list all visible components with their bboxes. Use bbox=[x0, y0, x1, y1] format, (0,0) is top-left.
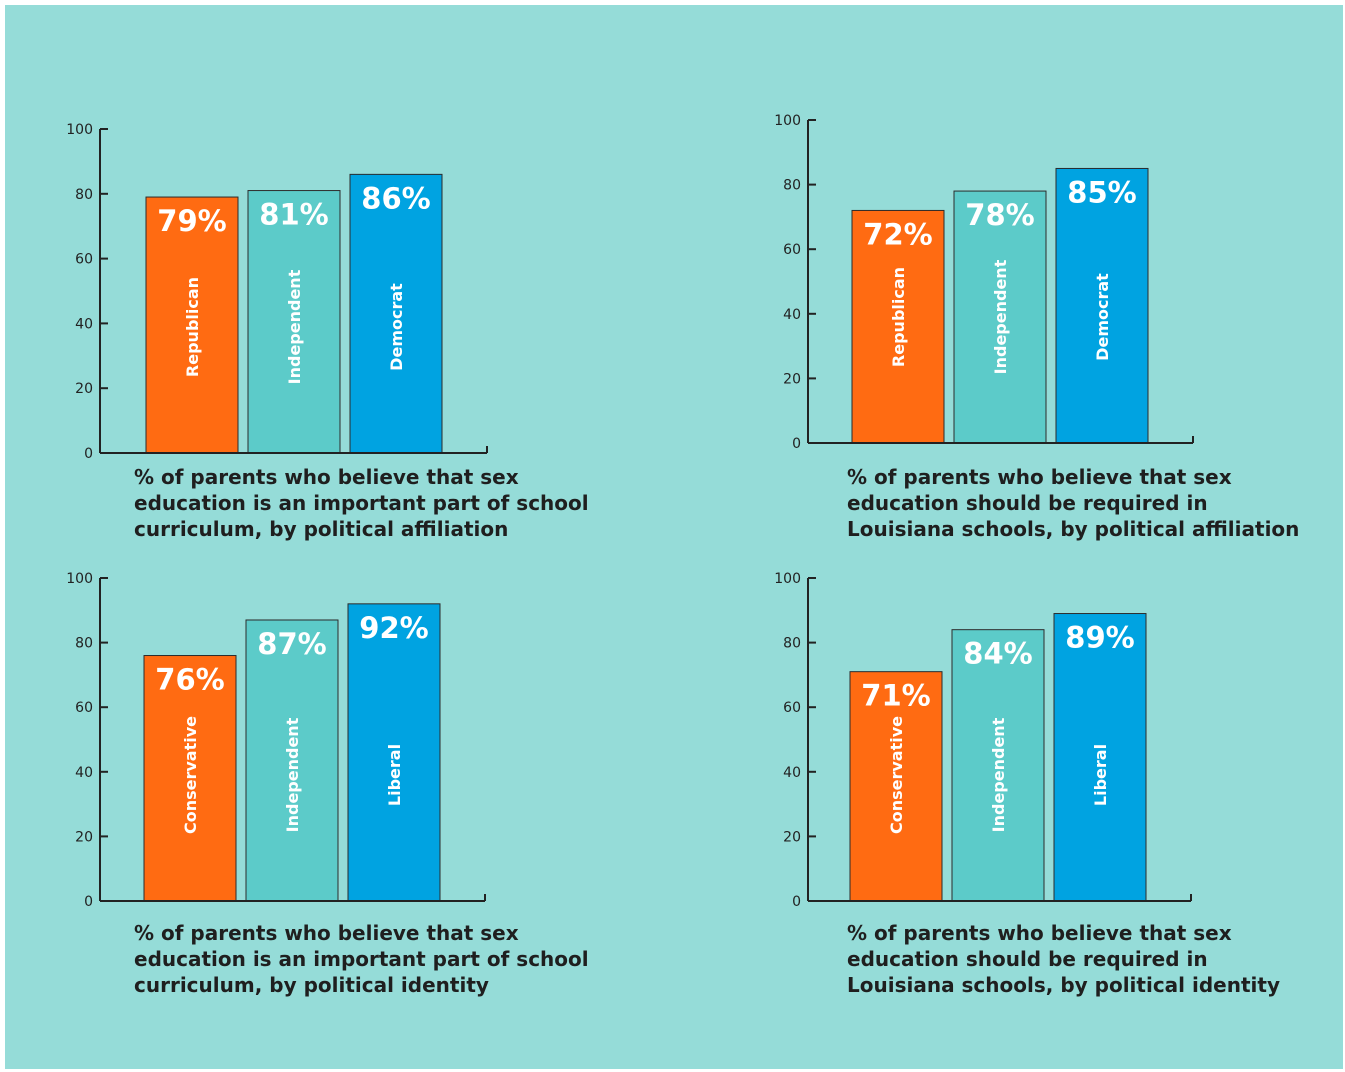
chart-1-y-tick-label-20: 20 bbox=[75, 381, 93, 397]
chart-1-y-tick-label-60: 60 bbox=[75, 252, 93, 268]
chart-4-caption: % of parents who believe that sex educat… bbox=[847, 921, 1280, 997]
chart-2-bar-2-category-label: Independent bbox=[991, 259, 1010, 374]
chart-3-bar-2 bbox=[245, 619, 339, 902]
chart-4-bar-2 bbox=[951, 629, 1045, 902]
chart-1-bar-3 bbox=[349, 173, 443, 454]
chart-1-bar-2-category-label: Independent bbox=[285, 269, 304, 384]
chart-2-y-tick-label-60: 60 bbox=[783, 242, 801, 258]
chart-2-bar-1-value-label: 72% bbox=[863, 217, 932, 251]
chart-3-bar-2-category-label: Independent bbox=[283, 717, 302, 832]
chart-3-caption: % of parents who believe that sex educat… bbox=[134, 921, 589, 997]
chart-1-bar-1-category-label: Republican bbox=[183, 277, 202, 377]
chart-3-y-tick-label-60: 60 bbox=[75, 700, 93, 716]
chart-4-bar-1-value-label: 71% bbox=[861, 679, 930, 713]
chart-2-y-tick-label-20: 20 bbox=[783, 371, 801, 387]
chart-4-y-tick-label-0: 0 bbox=[792, 894, 801, 910]
chart-1-bar-3-category-label: Democrat bbox=[387, 283, 406, 371]
chart-1-y-tick-label-0: 0 bbox=[84, 446, 93, 462]
chart-2-bar-1-category-label: Republican bbox=[889, 267, 908, 367]
chart-2-y-tick-label-40: 40 bbox=[783, 307, 801, 323]
chart-2-bar-3 bbox=[1055, 167, 1149, 444]
chart-2-y-tick-label-0: 0 bbox=[792, 436, 801, 452]
chart-3-bar-2-value-label: 87% bbox=[257, 627, 326, 661]
chart-4-bar-3 bbox=[1053, 613, 1147, 902]
chart-2-bar-2-value-label: 78% bbox=[965, 198, 1034, 232]
chart-3-y-tick-label-0: 0 bbox=[84, 894, 93, 910]
chart-1-bar-1 bbox=[145, 196, 239, 454]
chart-4-y-tick-label-60: 60 bbox=[783, 700, 801, 716]
chart-3-bar-3-category-label: Liberal bbox=[385, 744, 404, 806]
chart-3-y-tick-label-80: 80 bbox=[75, 636, 93, 652]
chart-4-bar-1-category-label: Conservative bbox=[887, 716, 906, 834]
chart-4-y-tick-label-100: 100 bbox=[774, 571, 801, 587]
chart-2-caption: % of parents who believe that sex educat… bbox=[847, 465, 1300, 541]
chart-4-bar-1 bbox=[849, 671, 943, 902]
chart-4-y-tick-label-80: 80 bbox=[783, 636, 801, 652]
chart-3-bar-1-value-label: 76% bbox=[155, 663, 224, 697]
chart-panel: 79% Republican 81% Independent 86% Democrat 0 2… bbox=[5, 5, 1343, 1069]
chart-4-bar-2-category-label: Independent bbox=[989, 717, 1008, 832]
chart-2-y-tick-label-80: 80 bbox=[783, 178, 801, 194]
chart-2-bar-3-category-label: Democrat bbox=[1093, 273, 1112, 361]
chart-3-y-tick-label-40: 40 bbox=[75, 765, 93, 781]
chart-1-bar-3-value-label: 86% bbox=[361, 181, 430, 215]
chart-1-caption: % of parents who believe that sex educat… bbox=[134, 465, 589, 541]
chart-4-bar-3-value-label: 89% bbox=[1065, 621, 1134, 655]
chart-4-bar-2-value-label: 84% bbox=[963, 637, 1032, 671]
chart-4-y-tick-label-40: 40 bbox=[783, 765, 801, 781]
chart-2-bar-1 bbox=[851, 209, 945, 444]
charts-canvas: 79% Republican 81% Independent 86% Democrat 0 2… bbox=[66, 113, 1194, 910]
chart-3-bar-3-value-label: 92% bbox=[359, 611, 428, 645]
chart-1-y-tick-label-100: 100 bbox=[66, 122, 93, 138]
chart-1-bar-2-value-label: 81% bbox=[259, 198, 328, 232]
chart-1-bar-1-value-label: 79% bbox=[157, 204, 226, 238]
chart-1-y-tick-label-40: 40 bbox=[75, 316, 93, 332]
chart-2-bar-2 bbox=[953, 190, 1047, 444]
chart-3-bar-1 bbox=[143, 655, 237, 902]
chart-3-bar-1-category-label: Conservative bbox=[181, 716, 200, 834]
chart-3-y-tick-label-20: 20 bbox=[75, 829, 93, 845]
chart-2-y-tick-label-100: 100 bbox=[774, 113, 801, 129]
chart-4-y-tick-label-20: 20 bbox=[783, 829, 801, 845]
chart-1-bar-2 bbox=[247, 190, 341, 454]
chart-1-y-tick-label-80: 80 bbox=[75, 187, 93, 203]
chart-4-bar-3-category-label: Liberal bbox=[1091, 744, 1110, 806]
chart-2-bar-3-value-label: 85% bbox=[1067, 175, 1136, 209]
chart-3-y-tick-label-100: 100 bbox=[66, 571, 93, 587]
chart-3-bar-3 bbox=[347, 603, 441, 902]
